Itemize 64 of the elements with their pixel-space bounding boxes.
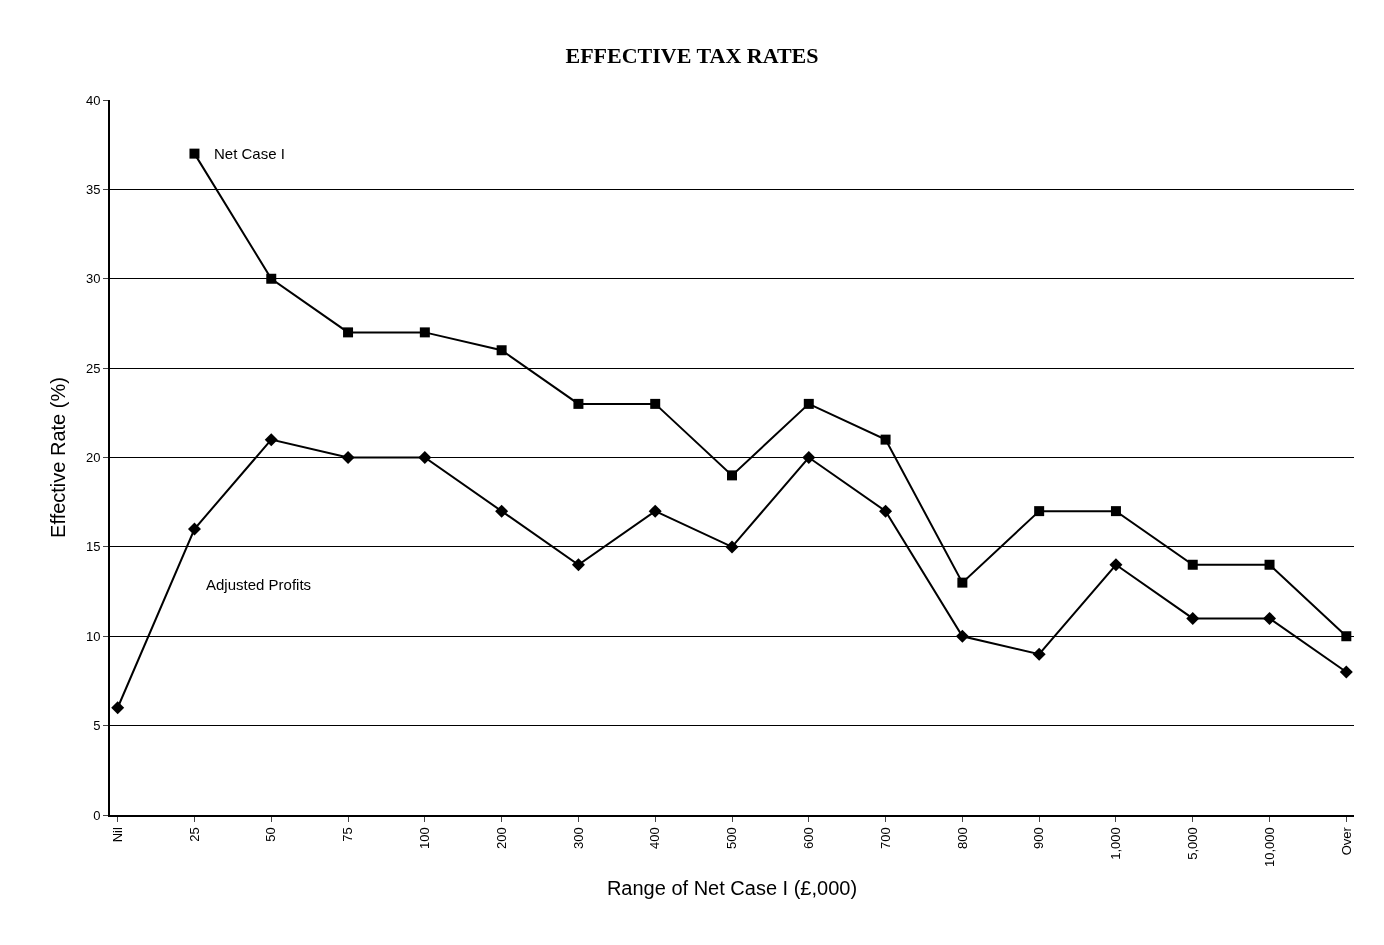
y-tick-label: 30 xyxy=(85,271,101,287)
point xyxy=(879,504,893,518)
y-axis-title: Effective Rate (%) xyxy=(46,377,69,538)
point xyxy=(573,398,584,409)
point xyxy=(496,345,507,356)
point xyxy=(419,327,430,338)
point xyxy=(571,558,585,572)
point xyxy=(1034,506,1045,517)
point xyxy=(957,577,968,588)
y-tick-label: 0 xyxy=(93,807,101,823)
point xyxy=(955,629,969,643)
x-tick-label: 10,000 xyxy=(1261,827,1277,867)
y-tick-label: 10 xyxy=(85,628,101,644)
point xyxy=(802,451,816,464)
point xyxy=(1187,559,1198,570)
x-axis-title: Range of Net Case I (£,000) xyxy=(606,876,858,899)
point xyxy=(341,451,355,464)
y-tick-label: 25 xyxy=(85,360,101,376)
point xyxy=(266,273,277,284)
x-tick-label: 25 xyxy=(186,827,202,842)
point xyxy=(1186,611,1200,625)
x-tick-label: 900 xyxy=(1031,827,1047,849)
point xyxy=(650,398,661,409)
x-tick-label: 75 xyxy=(340,827,356,842)
point xyxy=(880,434,891,445)
x-tick-label: 100 xyxy=(417,827,433,849)
y-tick-label: 15 xyxy=(85,539,101,555)
point xyxy=(187,522,201,536)
point xyxy=(1263,611,1277,625)
point xyxy=(418,451,432,464)
point xyxy=(1032,647,1046,661)
point xyxy=(648,504,662,518)
x-tick-label: 200 xyxy=(493,827,509,849)
point xyxy=(1109,558,1123,572)
series-label: Adjusted Profits xyxy=(206,576,312,593)
x-tick-label: Nil xyxy=(109,827,125,843)
point xyxy=(727,470,737,481)
point xyxy=(1110,506,1121,517)
x-tick-label: Over xyxy=(1338,826,1354,856)
x-tick-label: 1,000 xyxy=(1108,827,1124,860)
point xyxy=(111,701,125,715)
y-tick-label: 40 xyxy=(85,92,101,108)
x-tick-label: 50 xyxy=(263,827,279,842)
point xyxy=(264,433,278,447)
x-tick-label: 800 xyxy=(954,827,970,849)
x-tick-label: 600 xyxy=(801,827,817,849)
y-tick-label: 35 xyxy=(85,181,101,197)
y-tick-label: 20 xyxy=(85,450,101,466)
point xyxy=(1341,631,1352,642)
point xyxy=(189,148,200,159)
y-tick-label: 5 xyxy=(93,718,101,734)
x-tick-label: 300 xyxy=(570,827,586,849)
x-tick-label: 700 xyxy=(877,827,893,849)
point xyxy=(1339,665,1353,679)
x-tick-label: 400 xyxy=(647,827,663,849)
point xyxy=(803,398,814,409)
point xyxy=(1264,559,1275,570)
x-tick-label: 5,000 xyxy=(1184,827,1200,860)
point xyxy=(495,504,509,518)
point xyxy=(725,540,739,554)
chart-title: EFFECTIVE TAX RATES xyxy=(565,42,819,68)
point xyxy=(343,327,354,338)
series-label: Net Case I xyxy=(214,145,285,162)
x-tick-label: 500 xyxy=(724,827,740,849)
